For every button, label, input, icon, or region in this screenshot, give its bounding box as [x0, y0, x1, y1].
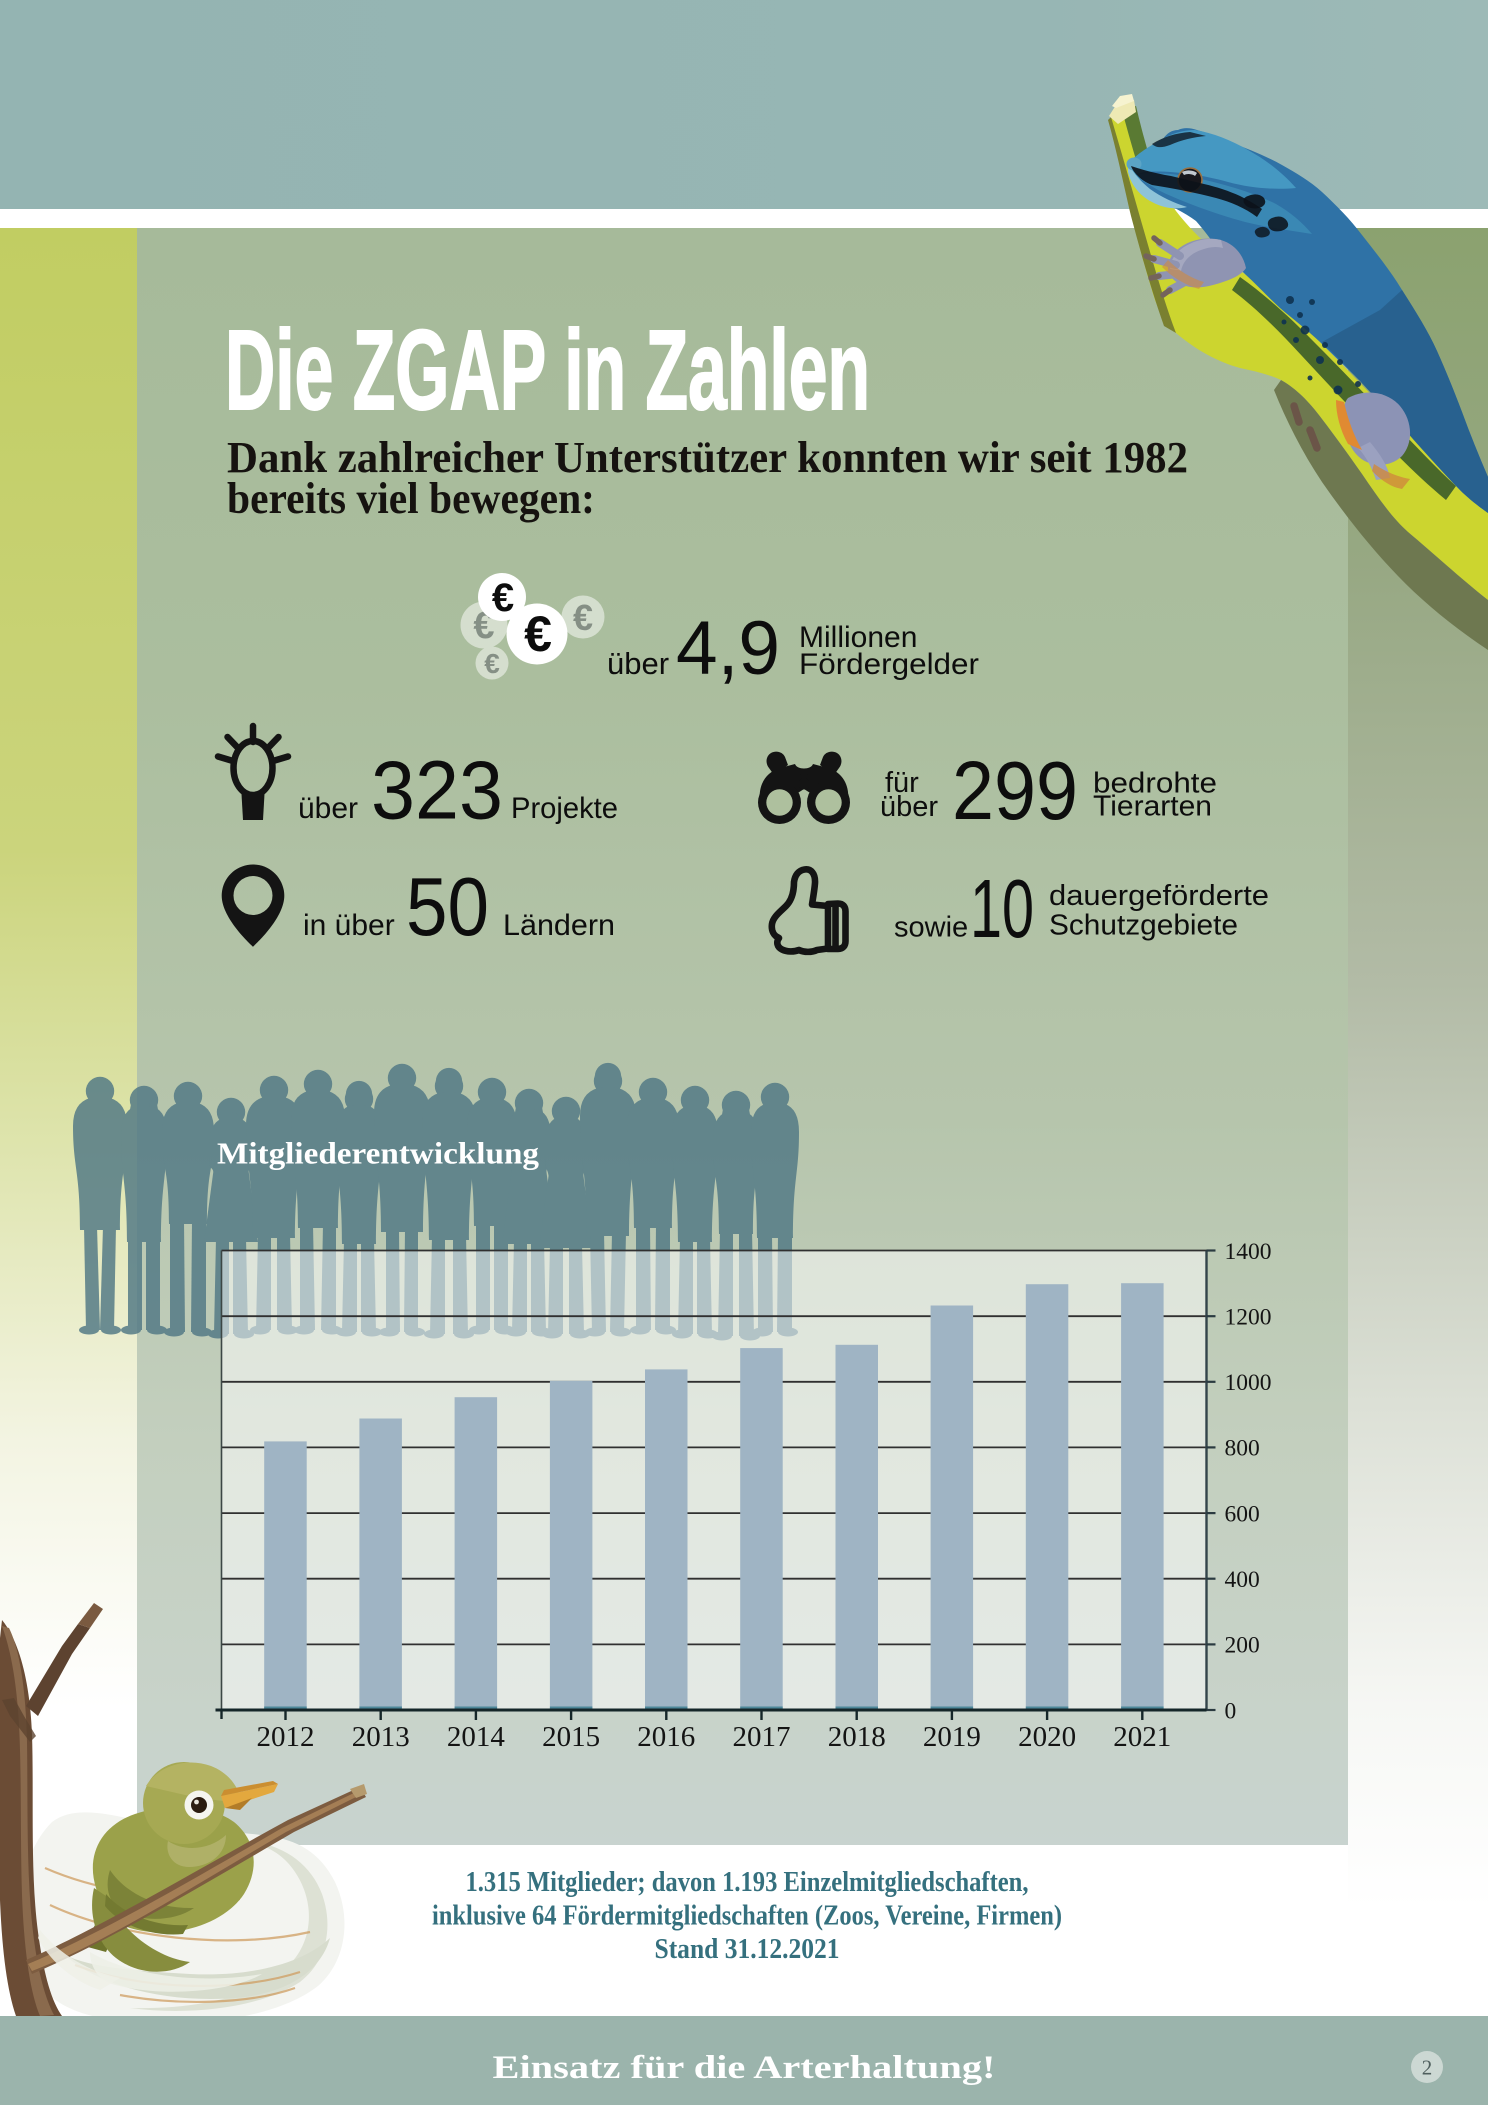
svg-text:10: 10 [970, 862, 1034, 955]
svg-text:323: 323 [371, 744, 503, 837]
svg-text:1000: 1000 [1225, 1370, 1272, 1396]
svg-text:Mitgliederentwicklung: Mitgliederentwicklung [217, 1136, 540, 1171]
svg-text:€: € [524, 606, 552, 662]
svg-text:4,9: 4,9 [676, 606, 780, 691]
svg-text:Stand 31.12.2021: Stand 31.12.2021 [655, 1933, 840, 1965]
svg-text:bedrohte: bedrohte [1093, 768, 1217, 800]
svg-text:50: 50 [406, 860, 489, 953]
svg-text:inklusive 64 Fördermitgliedsch: inklusive 64 Fördermitgliedschaften (Zoo… [432, 1900, 1062, 1932]
svg-text:600: 600 [1225, 1501, 1260, 1527]
svg-text:Projekte: Projekte [511, 792, 618, 825]
svg-text:400: 400 [1225, 1567, 1260, 1593]
svg-text:2016: 2016 [637, 1721, 695, 1753]
svg-text:über: über [607, 646, 669, 681]
svg-text:Schutzgebiete: Schutzgebiete [1049, 910, 1238, 942]
svg-text:€: € [573, 597, 593, 638]
svg-text:1200: 1200 [1225, 1305, 1272, 1331]
svg-text:2015: 2015 [542, 1721, 600, 1753]
svg-text:für: für [885, 767, 919, 799]
svg-text:200: 200 [1225, 1633, 1260, 1659]
svg-text:800: 800 [1225, 1436, 1260, 1462]
svg-text:299: 299 [952, 744, 1078, 837]
svg-text:2019: 2019 [923, 1721, 981, 1753]
svg-text:0: 0 [1225, 1698, 1237, 1724]
svg-text:2014: 2014 [447, 1721, 506, 1753]
svg-text:2012: 2012 [257, 1721, 315, 1753]
svg-text:2: 2 [1422, 2056, 1433, 2080]
svg-text:dauergeförderte: dauergeförderte [1049, 880, 1269, 912]
svg-text:1.315 Mitglieder; davon 1.193: 1.315 Mitglieder; davon 1.193 Einzelmitg… [466, 1866, 1029, 1898]
svg-text:2017: 2017 [733, 1721, 791, 1753]
svg-text:2018: 2018 [828, 1721, 886, 1753]
svg-text:Fördergelder: Fördergelder [799, 648, 979, 681]
svg-text:Millionen: Millionen [799, 621, 917, 654]
svg-text:2013: 2013 [352, 1721, 410, 1753]
svg-text:Die ZGAP in Zahlen: Die ZGAP in Zahlen [225, 307, 870, 433]
svg-text:über: über [298, 792, 358, 825]
svg-text:€: € [492, 576, 514, 620]
svg-text:€: € [484, 648, 500, 679]
svg-text:Tierarten: Tierarten [1093, 791, 1212, 823]
svg-text:2020: 2020 [1018, 1721, 1076, 1753]
svg-text:2021: 2021 [1113, 1721, 1171, 1753]
svg-text:bereits viel bewegen:: bereits viel bewegen: [227, 474, 595, 523]
svg-text:1400: 1400 [1225, 1239, 1272, 1265]
svg-text:Dank zahlreicher Unterstützer: Dank zahlreicher Unterstützer konnten wi… [227, 433, 1188, 482]
svg-text:sowie: sowie [894, 912, 968, 944]
svg-text:Einsatz für die Arterhaltung!: Einsatz für die Arterhaltung! [493, 2050, 996, 2086]
svg-text:Ländern: Ländern [503, 909, 615, 942]
svg-text:über: über [880, 791, 938, 823]
svg-text:in über: in über [303, 909, 395, 942]
